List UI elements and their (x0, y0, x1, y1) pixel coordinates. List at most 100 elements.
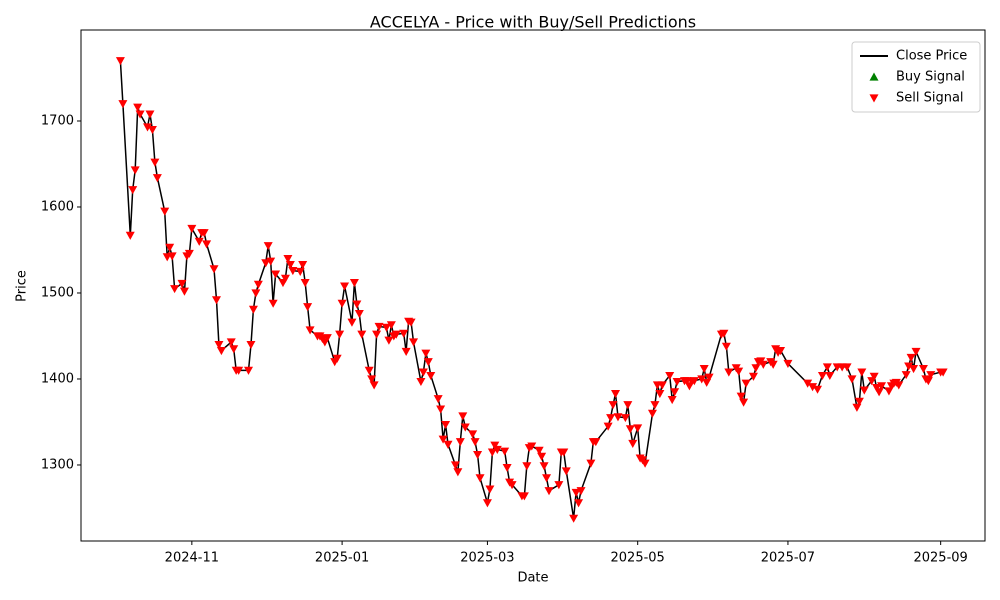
sell-marker (502, 463, 512, 473)
sell-marker (697, 375, 707, 384)
sell-marker (869, 372, 879, 381)
sell-marker (857, 368, 867, 377)
sell-marker (391, 330, 401, 339)
sell-marker (211, 296, 221, 305)
sell-marker (847, 375, 857, 384)
sell-marker (150, 158, 160, 167)
sell-marker (340, 282, 350, 291)
sell-marker (202, 240, 212, 249)
sell-marker (443, 440, 453, 449)
sell-marker (170, 285, 180, 294)
sell-marker (633, 424, 643, 433)
sell-marker (298, 261, 308, 270)
sell-marker (187, 224, 197, 233)
sell-marker (751, 364, 761, 373)
sell-marker (721, 342, 731, 351)
sell-marker (808, 383, 818, 392)
sell-marker (859, 386, 869, 395)
sell-marker (537, 452, 547, 461)
sell-marker (748, 372, 758, 381)
sell-marker (406, 318, 416, 327)
y-tick-label: 1600 (41, 199, 74, 214)
sell-marker (145, 110, 155, 119)
sell-marker (209, 265, 219, 274)
sell-marker (253, 280, 263, 289)
sell-marker (399, 329, 409, 338)
sell-marker (130, 166, 140, 175)
sell-marker (436, 405, 446, 414)
sell-marker (381, 323, 391, 332)
sell-marker (438, 435, 448, 444)
sell-marker (470, 438, 480, 447)
x-tick-label: 2025-07 (761, 551, 815, 566)
sell-marker (143, 123, 153, 132)
sell-marker (620, 414, 630, 423)
sell-marker (194, 237, 204, 246)
sell-marker (776, 347, 786, 356)
sell-marker (263, 242, 273, 251)
sell-marker (352, 300, 362, 309)
sell-marker (280, 274, 290, 283)
sell-marker (527, 442, 537, 451)
sell-marker (409, 338, 419, 347)
sell-marker (574, 499, 584, 508)
sell-marker (640, 459, 650, 468)
sell-marker (152, 174, 162, 183)
sell-marker (909, 365, 919, 374)
sell-marker (606, 414, 616, 423)
sell-marker (418, 368, 428, 377)
sell-marker (739, 398, 749, 407)
sell-marker (441, 420, 451, 430)
sell-marker (295, 267, 305, 276)
sell-marker (623, 401, 633, 410)
sell-marker (490, 441, 500, 450)
y-tick-label: 1500 (41, 285, 74, 300)
sell-marker (734, 367, 744, 376)
sell-marker (357, 330, 367, 339)
sell-marker (938, 368, 948, 377)
sell-marker (453, 468, 463, 477)
sell-marker (421, 349, 431, 358)
sell-marker (554, 481, 564, 490)
sell-marker (559, 448, 569, 457)
sell-marker (611, 389, 621, 399)
x-tick-label: 2024-11 (165, 551, 219, 566)
sell-marker (248, 305, 258, 314)
legend-label: Close Price (896, 49, 967, 64)
sell-marker (214, 340, 224, 350)
legend-box (851, 41, 981, 113)
sell-marker (522, 462, 532, 471)
legend: Close Price Buy Signal Sell Signal (851, 41, 981, 113)
sell-marker (904, 362, 914, 371)
sell-marker (423, 358, 433, 367)
sell-marker (450, 461, 460, 470)
sell-marker (918, 365, 928, 374)
y-tick-label: 1400 (41, 371, 74, 386)
sell-marker (243, 366, 253, 375)
sell-marker (374, 322, 384, 332)
sell-marker (229, 345, 239, 354)
sell-marker (460, 423, 470, 432)
sell-marker (384, 336, 394, 345)
sell-marker (825, 371, 835, 381)
sell-marker (226, 338, 236, 347)
sell-marker (147, 125, 157, 135)
sell-marker (251, 289, 261, 298)
sell-marker (926, 371, 936, 380)
sell-marker (133, 103, 143, 112)
sell-marker (300, 279, 310, 288)
sell-marker (433, 395, 443, 404)
sell-marker (234, 366, 244, 375)
sell-marker (349, 279, 359, 288)
x-tick-label: 2025-05 (611, 551, 665, 566)
sell-marker (911, 347, 921, 356)
sell-marker (458, 412, 468, 421)
x-tick-label: 2025-01 (315, 551, 369, 566)
x-tick-label: 2025-09 (913, 551, 967, 566)
sell-marker (261, 259, 271, 268)
sell-marker (613, 413, 623, 422)
sell-marker (179, 287, 189, 296)
sell-marker (303, 303, 313, 312)
sell-marker (699, 365, 709, 374)
